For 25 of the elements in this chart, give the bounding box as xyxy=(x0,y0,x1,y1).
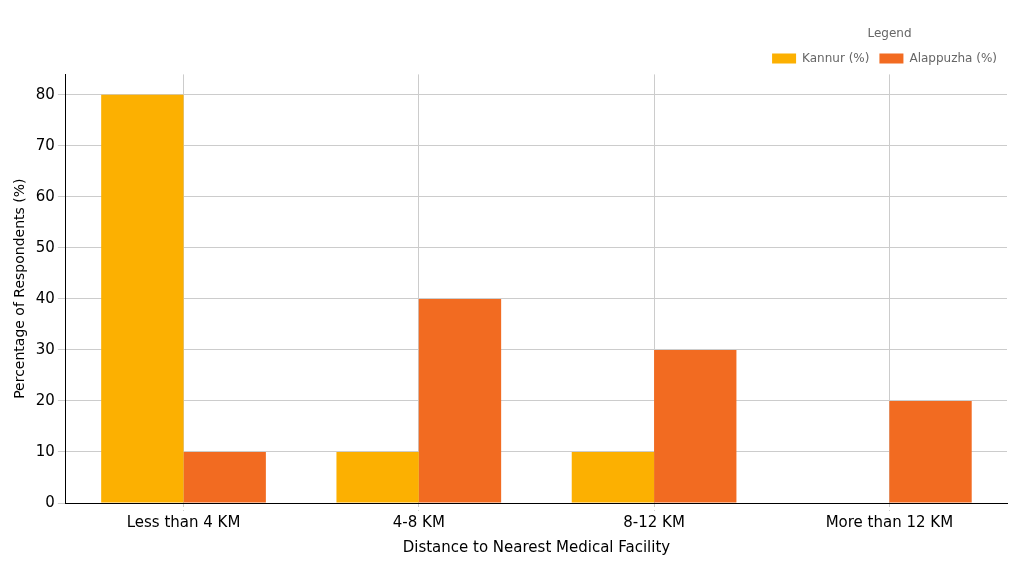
y-tick-label: 50 xyxy=(35,237,55,256)
x-tick-label: 4-8 KM xyxy=(392,512,445,531)
y-tick-label: 0 xyxy=(45,492,55,511)
bar xyxy=(889,400,972,503)
y-tick-label: 30 xyxy=(35,339,55,358)
legend-label: Alappuzha (%) xyxy=(909,50,997,65)
legend-title: Legend xyxy=(867,26,912,41)
bar xyxy=(654,349,737,503)
x-tick-label: More than 12 KM xyxy=(825,512,954,531)
y-tick-label: 80 xyxy=(35,84,55,103)
x-tick-label: 8-12 KM xyxy=(623,512,685,531)
bar xyxy=(418,298,502,503)
x-axis-title: Distance to Nearest Medical Facility xyxy=(402,537,671,556)
y-axis-title: Percentage of Respondents (%) xyxy=(11,178,28,399)
y-tick-label: 10 xyxy=(35,441,55,460)
y-tick-label: 60 xyxy=(35,186,55,205)
bar xyxy=(571,451,655,503)
bar xyxy=(101,94,184,503)
y-tick-label: 20 xyxy=(35,390,55,409)
x-tick-label: Less than 4 KM xyxy=(126,512,241,531)
y-tick-label: 70 xyxy=(35,135,55,154)
bar xyxy=(336,451,419,503)
y-tick-label: 40 xyxy=(35,288,55,307)
legend-label: Kannur (%) xyxy=(802,50,870,65)
bar xyxy=(183,451,266,503)
